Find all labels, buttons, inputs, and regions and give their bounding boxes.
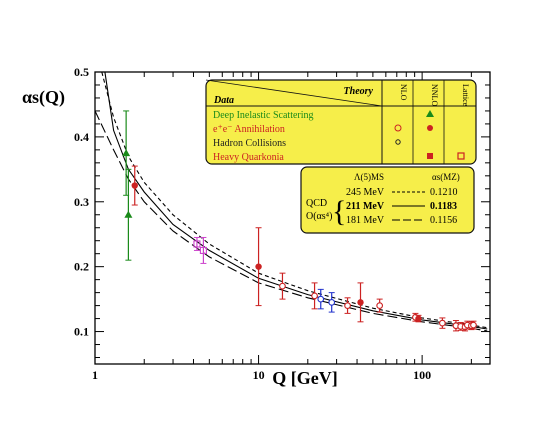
plot-frame — [94, 71, 491, 365]
data-marker-open-square — [193, 240, 201, 248]
x-tick-label: 1 — [92, 368, 98, 382]
legend-col-lattice: Lattice — [461, 84, 470, 107]
legend-box: Theory Data NLO NNLO Lattice Deep Inelas… — [205, 79, 477, 165]
axis-tick-labels: 1 10 100 0.1 0.2 0.3 0.4 0.5 — [74, 65, 431, 382]
y-axis-label: αs(Q) — [22, 87, 65, 108]
legend-row-hadron: Hadron Collisions — [213, 138, 286, 149]
legend-hadron-nlo-open-circle — [395, 139, 401, 145]
qcd-header-lambda: Λ(5)MS — [354, 172, 384, 182]
data-marker-filled-circle — [357, 299, 364, 306]
qcd-row-3-lambda: 181 MeV — [346, 215, 385, 226]
y-tick-label: 0.2 — [74, 260, 89, 274]
legend-row-quarkonia: Heavy Quarkonia — [213, 152, 284, 163]
data-marker-filled-circle — [131, 182, 138, 189]
legend-row-dis: Deep Inelastic Scattering — [213, 110, 314, 121]
data-marker-filled-circle — [255, 263, 262, 270]
data-marker-triangle — [122, 149, 131, 157]
legend-diagonal — [205, 79, 383, 107]
legend-quarkonia-lattice-open-square — [457, 152, 465, 160]
y-tick-label: 0.5 — [74, 65, 89, 79]
legend-header-data: Data — [213, 95, 234, 106]
qcd-label: QCD — [306, 198, 327, 209]
data-marker-filled-circle — [415, 315, 422, 322]
data-marker-open-circle — [328, 299, 336, 306]
legend-col-nnlo: NNLO — [430, 84, 439, 106]
qcd-row-2-lambda: 211 MeV — [346, 201, 385, 212]
x-axis-label: Q [GeV] — [272, 368, 337, 388]
data-marker-open-circle — [317, 295, 325, 303]
legend-ee-nnlo-filled-circle — [427, 125, 433, 131]
y-tick-label: 0.1 — [74, 325, 89, 339]
data-points — [122, 110, 477, 332]
legend-quarkonia-nnlo-filled-square — [427, 153, 433, 159]
data-marker-open-circle — [344, 302, 351, 309]
x-tick-label: 100 — [413, 368, 431, 382]
legend-col-nlo: NLO — [399, 84, 408, 101]
data-marker-open-circle — [279, 282, 286, 290]
data-marker-open-circle — [376, 302, 384, 309]
data-marker-open-square — [199, 246, 207, 254]
data-marker-triangle — [124, 210, 133, 218]
axis-ticks — [94, 71, 490, 364]
legend-background — [205, 79, 477, 165]
legend-dis-nnlo-triangle — [426, 110, 434, 117]
legend-row-ee: e⁺e⁻ Annihilation — [213, 124, 285, 135]
x-tick-label: 10 — [253, 368, 265, 382]
data-marker-open-circle — [311, 292, 318, 300]
data-marker-open-circle — [470, 321, 477, 329]
qcd-row-1-lambda: 245 MeV — [346, 187, 385, 198]
qcd-brace: { — [332, 195, 346, 228]
qcd-header-alpha: αs(MZ) — [432, 172, 460, 182]
legend-header-theory: Theory — [344, 86, 374, 97]
qcd-row-3-alpha: 0.1156 — [430, 215, 457, 226]
theory-curve — [101, 71, 488, 329]
qcd-background — [300, 166, 475, 234]
qcd-row-1-alpha: 0.1210 — [430, 187, 458, 198]
y-tick-label: 0.4 — [74, 130, 89, 144]
qcd-box: QCD O(αs⁴) { Λ(5)MS αs(MZ) 245 MeV 0.121… — [300, 166, 475, 234]
y-tick-label: 0.3 — [74, 195, 89, 209]
data-marker-open-circle — [439, 319, 446, 327]
qcd-order-label: O(αs⁴) — [306, 211, 333, 222]
qcd-row-2-alpha: 0.1183 — [430, 201, 457, 212]
legend-ee-nlo-open-circle — [394, 124, 402, 132]
